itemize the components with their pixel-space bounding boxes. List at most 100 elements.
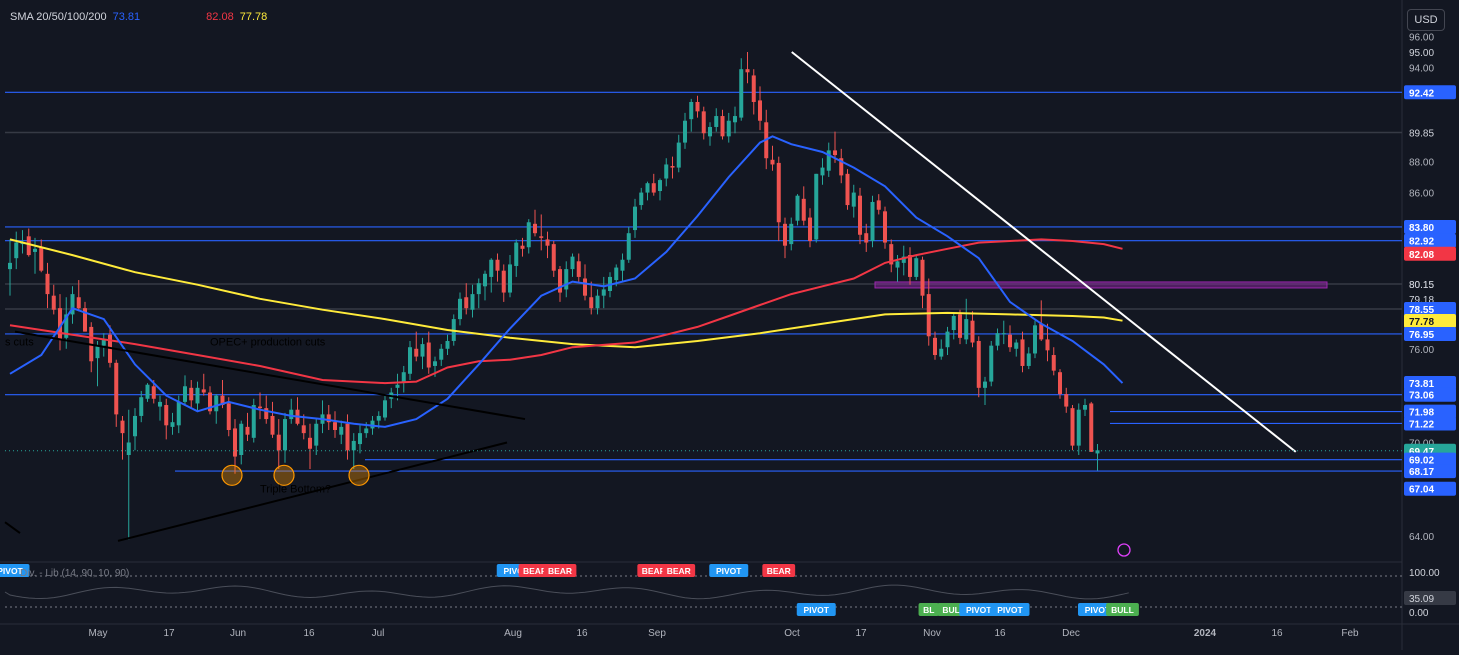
x-tick-label: Oct <box>784 628 800 639</box>
price-label: 83.80 <box>1409 223 1434 234</box>
signal-label: BL <box>923 605 934 615</box>
x-tick-label: 16 <box>1271 628 1283 639</box>
candle-body <box>651 183 656 193</box>
candle-body <box>195 387 200 404</box>
candle-body <box>495 259 500 271</box>
candle-body <box>626 233 631 260</box>
candle-body <box>889 244 894 265</box>
candle-body <box>826 150 831 171</box>
candle-body <box>789 223 794 245</box>
signal-label: BEAR <box>642 566 666 576</box>
osc-level-label: 0.00 <box>1409 608 1429 619</box>
price-label: 79.18 <box>1409 295 1434 306</box>
candle-body <box>1051 355 1056 371</box>
signal-label: BEAR <box>548 566 572 576</box>
candle-body <box>214 395 219 412</box>
candle-body <box>408 347 412 374</box>
candle-body <box>945 331 950 348</box>
candle-body <box>733 116 737 123</box>
candle-body <box>914 258 919 277</box>
signal-label: PIVOT <box>1085 605 1111 615</box>
candle-body <box>976 340 981 388</box>
price-label: 68.17 <box>1409 467 1434 478</box>
candle-body <box>1020 339 1025 366</box>
signal-label: BEAR <box>767 566 791 576</box>
signal-badge <box>518 564 552 577</box>
currency-button[interactable]: USD <box>1407 9 1445 31</box>
price-label: 76.95 <box>1409 330 1434 341</box>
candle-body <box>620 259 625 271</box>
candle-body <box>258 406 262 409</box>
price-label: 82.92 <box>1409 237 1434 248</box>
candle-body <box>1039 323 1044 340</box>
candle-body <box>351 440 356 451</box>
edge-line <box>4 521 21 534</box>
candle-body <box>145 384 150 399</box>
candle-body <box>951 315 956 331</box>
candle-body <box>1064 394 1069 407</box>
candle-body <box>658 180 662 192</box>
price-label: 82.08 <box>1409 250 1434 261</box>
candle-body <box>708 126 712 137</box>
candle-body <box>414 348 419 357</box>
candle-body <box>1089 403 1094 452</box>
candle-body <box>883 211 887 243</box>
descending-trendline <box>791 51 1297 453</box>
oscillator-line <box>4 584 1129 600</box>
price-label-box <box>1404 233 1456 248</box>
candle-body <box>551 244 556 271</box>
candle-body <box>601 289 606 296</box>
candle-body <box>720 116 725 137</box>
candle-body <box>158 401 162 407</box>
candle-body <box>314 423 319 446</box>
y-tick-label: 64.00 <box>1409 532 1434 543</box>
annotation-opec: OPEC+ production cuts <box>210 337 326 349</box>
candle-body <box>189 387 194 401</box>
signal-label: BEAR <box>523 566 547 576</box>
candle-body <box>833 150 837 156</box>
signal-label: PIVOT <box>716 566 742 576</box>
sma100-line <box>9 238 1123 385</box>
candle-body <box>664 164 669 179</box>
price-label: 73.81 <box>1409 379 1434 390</box>
price-label: 69.02 <box>1409 456 1434 467</box>
price-label: 67.04 <box>1409 485 1434 496</box>
candle-body <box>864 233 869 243</box>
candle-body <box>795 195 800 221</box>
signal-badge <box>918 603 939 616</box>
candle-body <box>333 422 337 431</box>
candle-body <box>339 426 344 435</box>
price-label-box <box>1404 452 1456 467</box>
candle-body <box>701 111 706 134</box>
candle-body <box>139 397 144 416</box>
candle-body <box>8 262 12 270</box>
signal-badge <box>1106 603 1139 616</box>
candle-body <box>226 403 231 431</box>
candle-body <box>1026 353 1031 366</box>
price-label: 95.00 <box>1409 48 1434 59</box>
candle-body <box>308 437 312 449</box>
candle-body <box>420 344 425 357</box>
candle-body <box>489 259 494 277</box>
signal-badge <box>662 564 696 577</box>
signal-badge <box>796 603 836 616</box>
signal-label: PIVOT <box>803 605 829 615</box>
signal-label: PIVOT <box>997 605 1023 615</box>
candle-body <box>51 295 56 310</box>
candle-body <box>45 273 50 295</box>
price-label-box <box>1404 387 1456 402</box>
candle-body <box>508 264 512 293</box>
signal-badge <box>762 564 796 577</box>
candle-body <box>239 423 244 455</box>
candle-body <box>395 384 400 388</box>
candle-body <box>26 236 31 256</box>
sma-legend: SMA 20/50/100/200 73.81 82.08 77.78 <box>10 11 267 23</box>
candle-body <box>164 405 169 426</box>
candle-body <box>376 415 381 421</box>
candle-body <box>808 217 812 242</box>
candle-body <box>739 69 744 118</box>
candle-body <box>589 297 594 309</box>
